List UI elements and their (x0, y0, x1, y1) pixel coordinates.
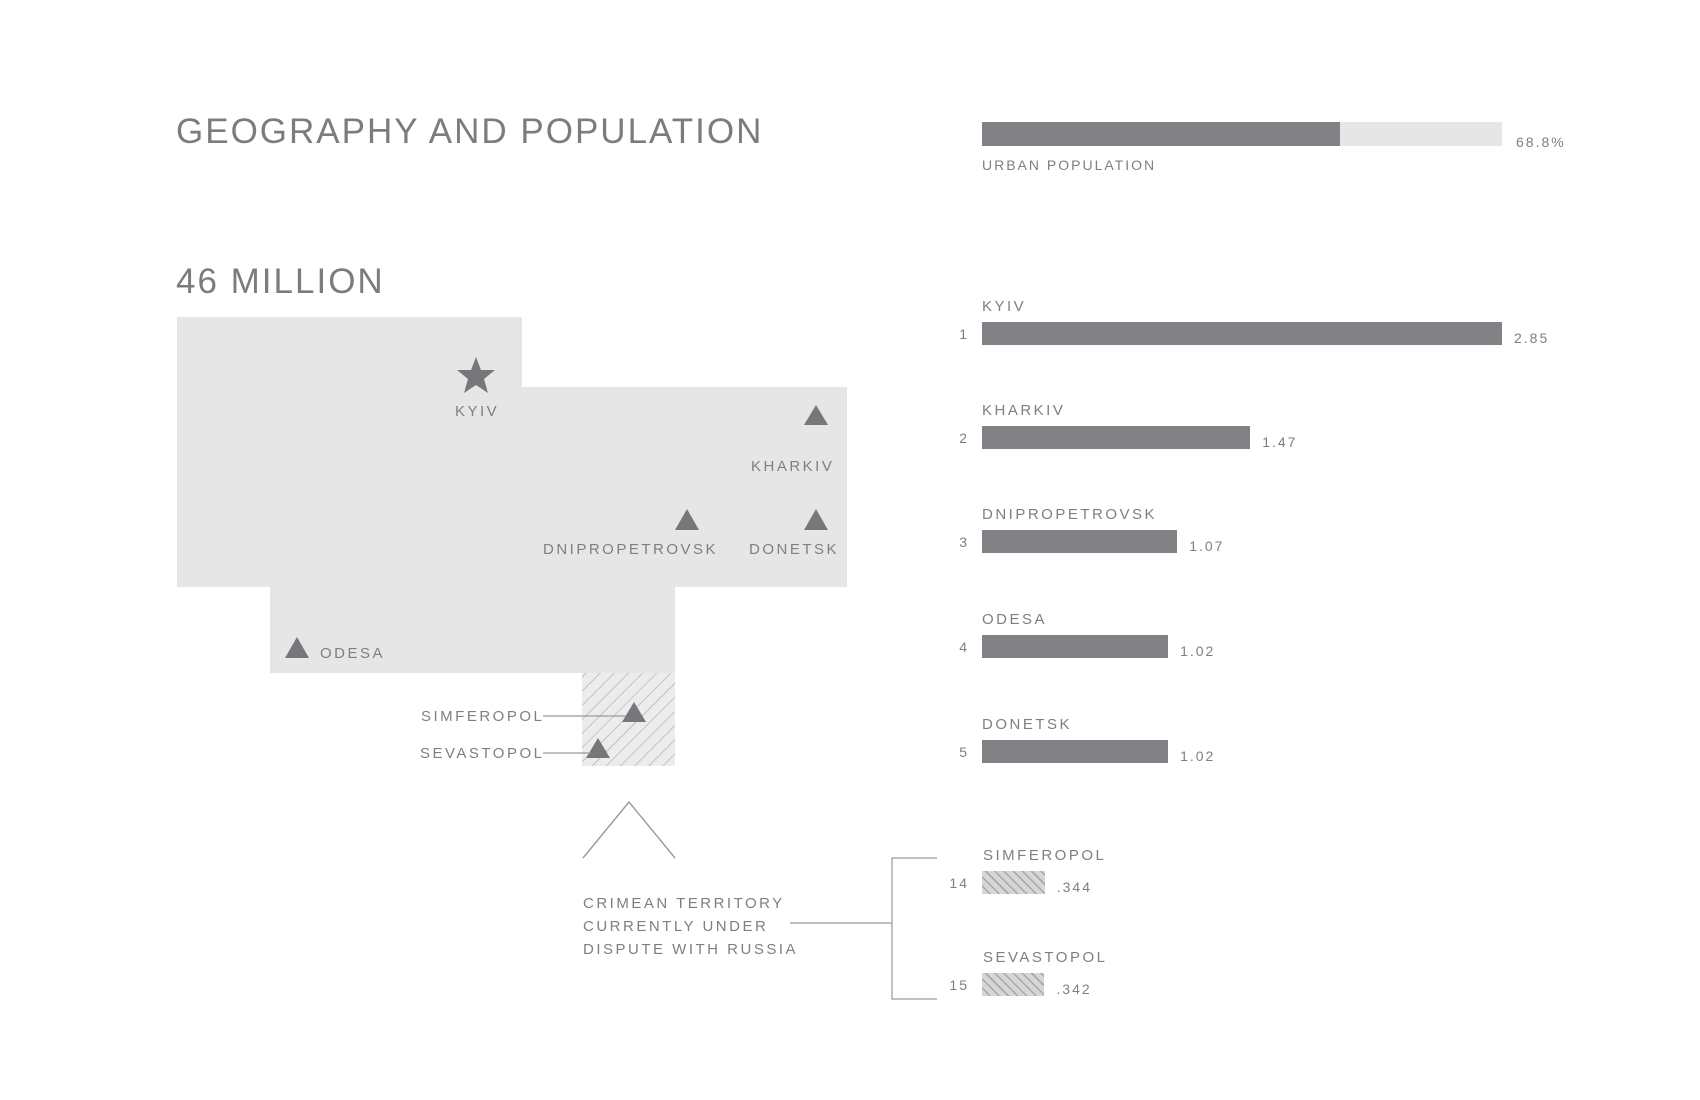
crimea-note-line-1: CRIMEAN TERRITORY (583, 895, 785, 912)
bar-sevastopol (982, 973, 1045, 996)
map-region-south (270, 585, 675, 673)
urban-label: URBAN POPULATION (982, 157, 1157, 173)
map-region-north (177, 317, 522, 587)
bar-rank-simferopol: 14 (949, 875, 969, 891)
triangle-icon (675, 509, 699, 530)
bar-rank-kyiv: 1 (959, 326, 969, 342)
bar-value-kyiv: 2.85 (1514, 330, 1550, 346)
bar-value-donetsk: 1.02 (1180, 748, 1216, 764)
map-label-kharkiv: KHARKIV (751, 458, 835, 475)
bar-label-odesa: ODESA (982, 611, 1048, 628)
bar-label-dnipropetrovsk: DNIPROPETROVSK (982, 506, 1158, 523)
bar-label-kyiv: KYIV (982, 298, 1027, 315)
bar-kyiv (982, 322, 1502, 345)
bar-rank-odesa: 4 (959, 639, 969, 655)
page-title: GEOGRAPHY AND POPULATION (176, 112, 764, 151)
bar-value-sevastopol: .342 (1056, 981, 1092, 997)
urban-value: 68.8% (1516, 134, 1566, 150)
bar-simferopol (982, 871, 1045, 894)
map-label-sevastopol: SEVASTOPOL (420, 745, 545, 762)
triangle-icon (804, 405, 828, 425)
triangle-icon (285, 637, 309, 658)
map-label-kyiv: KYIV (455, 403, 500, 420)
urban-bar-fill (982, 122, 1340, 146)
star-icon (457, 357, 495, 393)
bar-rank-sevastopol: 15 (949, 977, 969, 993)
bar-dnipropetrovsk (982, 530, 1178, 553)
bar-value-kharkiv: 1.47 (1262, 434, 1298, 450)
crimea-note-line-3: DISPUTE WITH RUSSIA (583, 941, 799, 958)
crimea-note-line-2: CURRENTLY UNDER (583, 918, 769, 935)
bar-label-sevastopol: SEVASTOPOL (983, 949, 1108, 966)
bar-rank-dnipropetrovsk: 3 (959, 534, 969, 550)
bar-value-dnipropetrovsk: 1.07 (1189, 538, 1225, 554)
triangle-icon (622, 702, 646, 722)
map-label-odesa: ODESA (320, 645, 386, 662)
triangle-icon (804, 509, 828, 530)
map-label-simferopol: SIMFEROPOL (421, 708, 545, 725)
bar-rank-kharkiv: 2 (959, 430, 969, 446)
urban-bar-track (982, 122, 1502, 146)
map-label-donetsk: DONETSK (749, 541, 840, 558)
bar-kharkiv (982, 426, 1251, 449)
bar-label-donetsk: DONETSK (982, 716, 1073, 733)
bar-value-simferopol: .344 (1056, 879, 1092, 895)
bar-donetsk (982, 740, 1169, 763)
bar-label-kharkiv: KHARKIV (982, 402, 1066, 419)
bar-label-simferopol: SIMFEROPOL (983, 847, 1107, 864)
bar-value-odesa: 1.02 (1180, 643, 1216, 659)
triangle-icon (586, 738, 610, 758)
map-label-dnipropetrovsk: DNIPROPETROVSK (543, 541, 719, 558)
bar-odesa (982, 635, 1169, 658)
population-total: 46 MILLION (176, 262, 385, 301)
crimea-pointer (582, 800, 676, 859)
bracket (891, 857, 937, 1000)
map-region-east (520, 387, 847, 587)
bar-rank-donetsk: 5 (959, 744, 969, 760)
